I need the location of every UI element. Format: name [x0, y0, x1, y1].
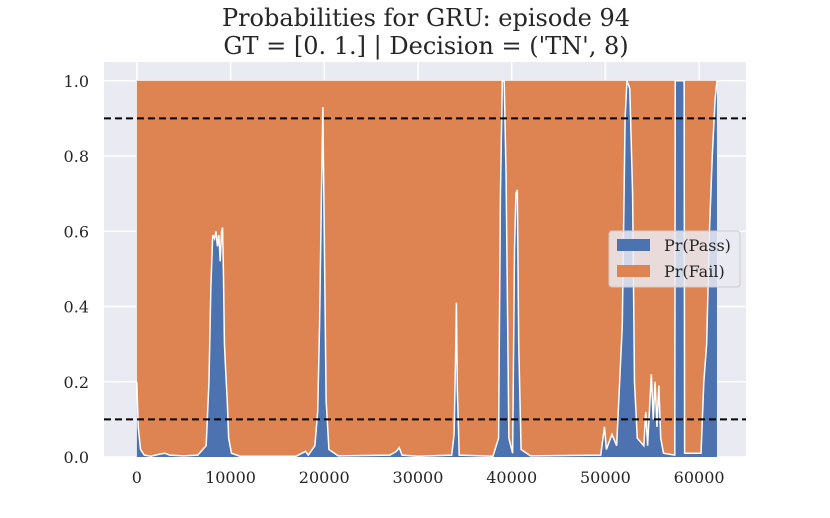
threshold-lines [104, 117, 746, 421]
y-tick-label: 0.8 [64, 147, 89, 166]
y-tick-label: 1.0 [64, 72, 89, 91]
x-tick-label: 10000 [205, 468, 256, 487]
y-tick-label: 0.4 [64, 298, 89, 317]
x-tick-label: 40000 [486, 468, 537, 487]
x-tick-label: 30000 [393, 468, 444, 487]
y-tick-label: 0.6 [64, 222, 89, 241]
x-tick-label: 20000 [299, 468, 350, 487]
legend: Pr(Pass) Pr(Fail) [608, 230, 741, 288]
legend-swatch-pass [617, 239, 650, 251]
series-boundary-line [136, 80, 718, 458]
chart-title-line-1: Probabilities for GRU: episode 94 [222, 4, 630, 32]
legend-swatch-fail [617, 265, 650, 277]
chart-title-line-2: GT = [0. 1.] | Decision = ('TN', 8) [223, 32, 628, 61]
y-tick-label: 0.2 [64, 373, 89, 392]
legend-label-fail: Pr(Fail) [664, 262, 725, 281]
y-axis-ticks: 0.0 0.2 0.4 0.6 0.8 1.0 [64, 72, 89, 467]
x-tick-label: 60000 [674, 468, 725, 487]
x-tick-label: 0 [132, 468, 142, 487]
y-tick-label: 0.0 [64, 448, 89, 467]
area-pr-fail [136, 80, 717, 457]
x-tick-label: 50000 [580, 468, 631, 487]
legend-label-pass: Pr(Pass) [664, 236, 731, 255]
x-axis-ticks: 0 10000 20000 30000 40000 50000 60000 [132, 468, 725, 487]
